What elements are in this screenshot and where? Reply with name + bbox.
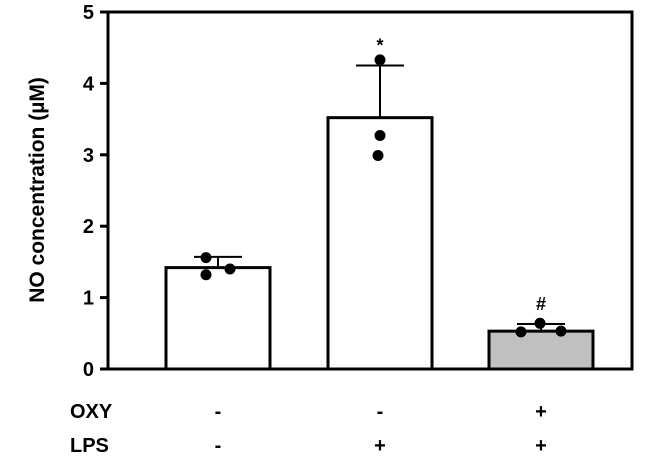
y-tick-label: 5: [83, 2, 94, 24]
condition-value: +: [535, 401, 547, 423]
significance-mark: *: [376, 36, 383, 56]
data-point: [372, 150, 384, 162]
condition-value: -: [215, 401, 222, 423]
condition-value: -: [377, 401, 384, 423]
data-point: [224, 263, 236, 275]
condition-value: -: [215, 435, 222, 457]
data-point: [374, 130, 386, 142]
plot-area: 0 1 2 3 4 5 * # OXY - - + LPS - + +: [70, 2, 634, 457]
bar: [164, 266, 272, 371]
data-point: [200, 269, 212, 281]
y-tick-label: 2: [83, 216, 94, 238]
y-tick-label: 1: [83, 288, 94, 310]
condition-value: +: [374, 435, 386, 457]
y-tick-label: 3: [83, 145, 94, 167]
data-point: [534, 317, 546, 329]
data-point: [200, 252, 212, 264]
condition-label: LPS: [70, 435, 109, 457]
y-axis-label: NO concentration (µM): [26, 77, 49, 303]
bar: [326, 116, 434, 371]
data-point: [515, 326, 527, 338]
y-tick-label: 0: [83, 359, 94, 381]
significance-mark: #: [536, 294, 546, 314]
condition-label: OXY: [70, 401, 113, 423]
data-point: [555, 325, 567, 337]
bar: [487, 329, 595, 371]
y-tick-label: 4: [83, 73, 95, 95]
data-point: [374, 54, 386, 66]
condition-value: +: [535, 435, 547, 457]
